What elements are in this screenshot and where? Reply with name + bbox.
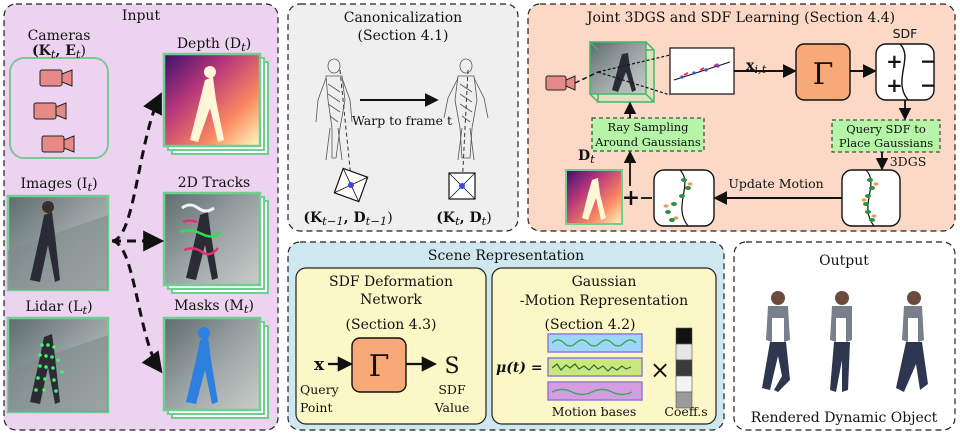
wireframe-figure-left [315,58,353,161]
scene-panel: Scene Representation SDF Deformation Net… [287,241,725,431]
ray-sampling-text-1: Ray Sampling [607,120,689,134]
rendered-person [830,291,852,392]
ray-to-samples [597,54,671,73]
joint-depth-label: Dt [578,148,595,166]
depth-thumbnail [162,52,269,155]
lidar-label: Lidar (Lt) [25,299,92,317]
sdf-def-section: (Section 4.3) [346,317,437,333]
images-label: Images (It) [20,176,97,194]
joint-gamma: Γ [813,57,834,92]
svg-text:−: − [920,73,937,97]
svg-text:+: + [886,49,903,73]
gauss-title-1: Gaussian [572,274,637,290]
canonical-section: (Section 4.1) [358,28,449,44]
masks-label: Masks (Mt) [174,298,254,316]
3dgs-box [841,169,901,227]
canonicalization-panel: Canonicalization (Section 4.1) Warp to f… [287,3,519,232]
sdf-value-1: SDF [438,382,466,397]
sdf-def-title-2: Network [360,292,422,308]
input-panel: Input Cameras (Kt, Et) Images (It) Lidar… [3,3,279,431]
cameras-box [9,57,109,159]
tracks-label: 2D Tracks [178,175,250,191]
depth-figure [582,178,606,220]
masks-thumbnail [162,316,269,419]
scene-s-output: S [444,354,459,379]
ray-sampling-text-2: Around Gaussians [594,135,701,149]
lidar-thumbnail [6,316,110,414]
scene-x-input: x [314,355,325,375]
output-title: Output [819,253,869,269]
svg-text:−: − [920,49,937,73]
dgs-label: 3DGS [890,154,927,169]
camera-icon [41,135,75,153]
joint-plus: + [622,185,640,211]
camera-icon [545,75,576,91]
sdf-sign-box: + + − − [875,43,937,101]
output-caption: Rendered Dynamic Object [751,410,938,426]
query-sdf-text-1: Query SDF to [846,122,926,136]
camera-icon [33,102,67,120]
joint-learning-panel: Joint 3DGS and SDF Learning (Section 4.4… [527,3,956,232]
rendered-person [762,291,790,392]
ray-to-samples-lower [597,71,671,96]
motion-updated-box [653,169,715,227]
joint-sdf-label: SDF [893,26,918,41]
output-panel: Output Rendered Dynamic Object [733,241,956,431]
camera-frustum-right [448,69,476,200]
input-title: Input [122,8,161,24]
cameras-symbol: (Kt, Et) [32,43,86,61]
camera-ray [574,71,599,84]
mu-equation: μ(t) = [496,360,543,376]
camera-icon [39,69,73,87]
cameras-label: Cameras [28,28,91,44]
input-arrows [111,92,165,374]
motion-bases [547,333,643,401]
query-sdf-box [831,119,941,153]
warp-label: Warp to frame t [352,113,452,128]
x-sample-label: xi,t [746,58,767,76]
coefficient-bar [675,327,693,409]
gaussian-cube [589,41,655,103]
wireframe-figure-right [443,58,489,161]
query-sdf-text-2: Place Gaussians [839,136,933,150]
canonical-title: Canonicalization [344,10,462,26]
camera-frustum-left [333,69,369,203]
query-point-1: Query [300,382,340,397]
left-camera-params: (Kt−1, Dt−1) [303,210,392,228]
times-symbol: × [650,356,670,384]
depth-label: Depth (Dt) [177,36,251,54]
gauss-section: (Section 4.2) [545,317,636,333]
sdf-value-2: Value [434,400,470,415]
joint-title: Joint 3DGS and SDF Learning (Section 4.4… [585,10,895,26]
query-point-2: Point [300,400,333,415]
right-camera-params: (Kt, Dt) [436,210,491,228]
gauss-title-2: -Motion Representation [520,293,688,309]
scene-gamma: Γ [369,349,390,384]
svg-text:+: + [886,73,903,97]
motion-bases-label: Motion bases [552,404,637,419]
update-motion-label: Update Motion [728,176,823,191]
rendered-person [896,291,928,392]
ray-samples-box [669,47,735,95]
ray-sampling-box [591,117,705,152]
scene-title: Scene Representation [428,248,584,264]
sdf-def-title-1: SDF Deformation [329,274,453,290]
tracks-thumbnail [162,191,269,294]
coeffs-label: Coeff.s [664,404,707,419]
images-thumbnail [6,194,110,292]
